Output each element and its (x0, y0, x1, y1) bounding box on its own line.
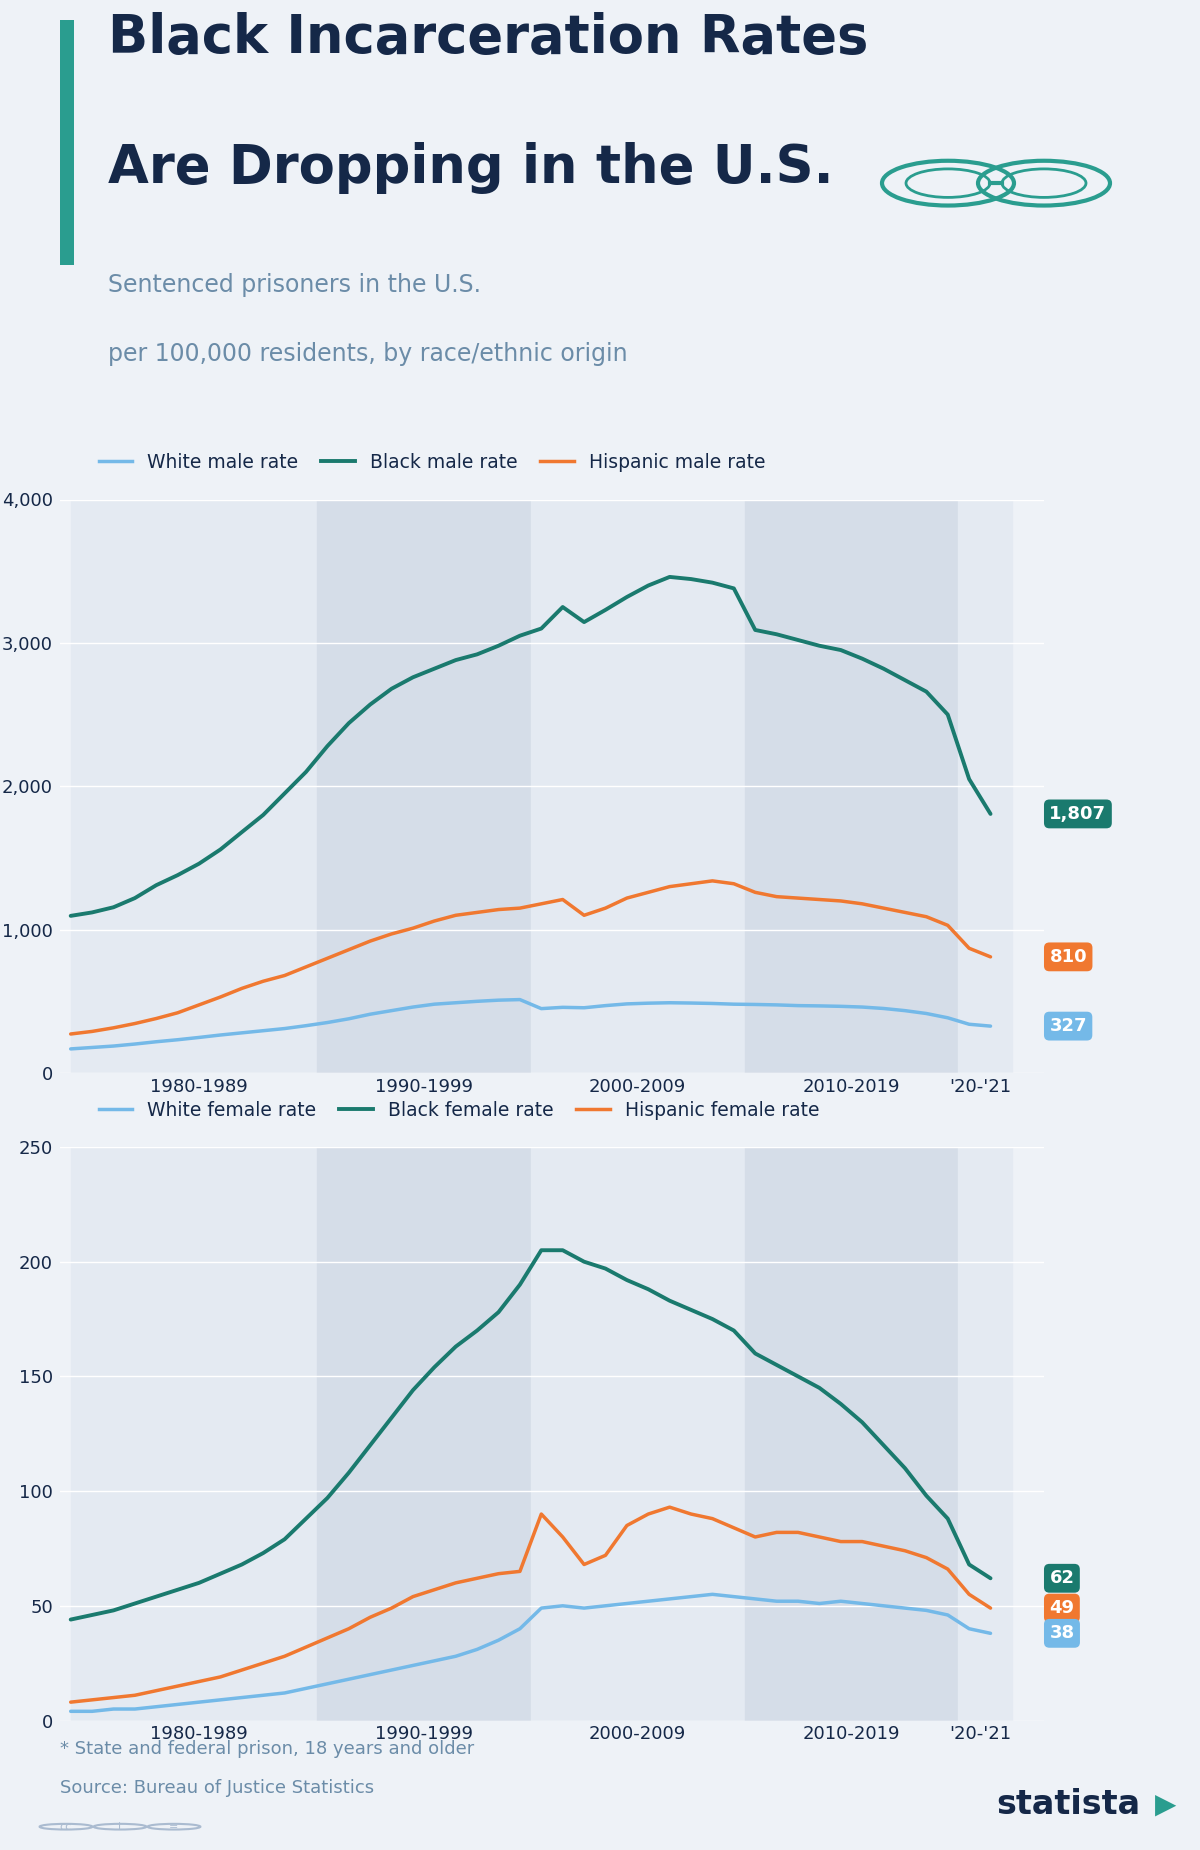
Text: statista: statista (996, 1789, 1140, 1820)
Legend: White male rate, Black male rate, Hispanic male rate: White male rate, Black male rate, Hispan… (91, 446, 773, 479)
Text: Black Incarceration Rates: Black Incarceration Rates (108, 13, 869, 65)
Text: ▶: ▶ (1154, 1791, 1176, 1819)
Bar (959, 500, 1012, 1073)
Text: * State and federal prison, 18 years and older: * State and federal prison, 18 years and… (60, 1739, 474, 1758)
Text: per 100,000 residents, by race/ethnic origin: per 100,000 residents, by race/ethnic or… (108, 342, 628, 366)
Bar (959, 1147, 1012, 1720)
Text: =: = (169, 1822, 179, 1832)
Text: 49: 49 (1050, 1598, 1074, 1617)
Bar (317, 500, 530, 1073)
Text: Are Dropping in the U.S.: Are Dropping in the U.S. (108, 142, 834, 194)
Text: 62: 62 (1050, 1569, 1074, 1587)
Text: Source: Bureau of Justice Statistics: Source: Bureau of Justice Statistics (60, 1780, 374, 1796)
Bar (530, 1147, 744, 1720)
Text: 38: 38 (1050, 1624, 1074, 1643)
Text: 327: 327 (1050, 1018, 1087, 1036)
Text: 810: 810 (1050, 947, 1087, 966)
Text: cc: cc (60, 1822, 72, 1832)
Bar (744, 1147, 959, 1720)
Text: 1,807: 1,807 (1050, 805, 1106, 823)
Bar (71, 1147, 317, 1720)
Bar (530, 500, 744, 1073)
Bar (71, 500, 317, 1073)
Text: Sentenced prisoners in the U.S.: Sentenced prisoners in the U.S. (108, 272, 481, 296)
Text: i: i (119, 1822, 121, 1832)
Bar (60, 20, 74, 265)
Bar (317, 1147, 530, 1720)
Legend: White female rate, Black female rate, Hispanic female rate: White female rate, Black female rate, Hi… (91, 1093, 827, 1127)
Bar (744, 500, 959, 1073)
